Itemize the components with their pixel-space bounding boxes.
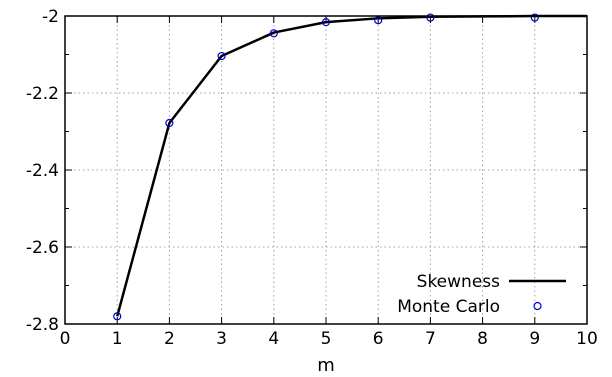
- x-tick-label: 4: [268, 329, 279, 349]
- x-tick-label: 3: [216, 329, 227, 349]
- x-tick-label: 1: [112, 329, 123, 349]
- y-tick-label: -2: [42, 7, 59, 27]
- x-axis-label: m: [317, 355, 335, 376]
- x-tick-label: 9: [529, 329, 540, 349]
- y-tick-labels: -2.8 -2.6 -2.4 -2.2 -2: [26, 7, 59, 335]
- legend: Skewness Monte Carlo: [397, 272, 566, 317]
- x-tick-labels: 0 1 2 3 4 5 6 7 8 9 10: [60, 329, 598, 349]
- legend-label: Skewness: [417, 272, 500, 292]
- legend-label: Monte Carlo: [397, 297, 500, 317]
- grid-lines: [65, 16, 587, 324]
- monte-carlo-point: [113, 312, 122, 321]
- monte-carlo-point: [530, 13, 539, 22]
- x-tick-label: 6: [373, 329, 384, 349]
- monte-carlo-point: [426, 13, 435, 22]
- monte-carlo-point: [269, 29, 278, 38]
- x-tick-label: 8: [477, 329, 488, 349]
- series: [113, 13, 587, 321]
- monte-carlo-point: [165, 118, 174, 128]
- y-tick-label: -2.2: [26, 84, 59, 104]
- x-tick-label: 0: [60, 329, 71, 349]
- monte-carlo-point: [321, 18, 331, 27]
- x-tick-label: 2: [164, 329, 175, 349]
- plot-frame: [64, 15, 588, 325]
- y-tick-label: -2.6: [26, 238, 59, 258]
- legend-marker-sample: [533, 301, 542, 311]
- x-tick-label: 5: [321, 329, 332, 349]
- x-tick-label: 7: [425, 329, 436, 349]
- y-tick-label: -2.8: [26, 315, 59, 335]
- monte-carlo-point: [217, 51, 226, 61]
- skewness-line: [115, 14, 587, 317]
- y-tick-label: -2.4: [26, 161, 59, 181]
- x-tick-label: 10: [576, 329, 598, 349]
